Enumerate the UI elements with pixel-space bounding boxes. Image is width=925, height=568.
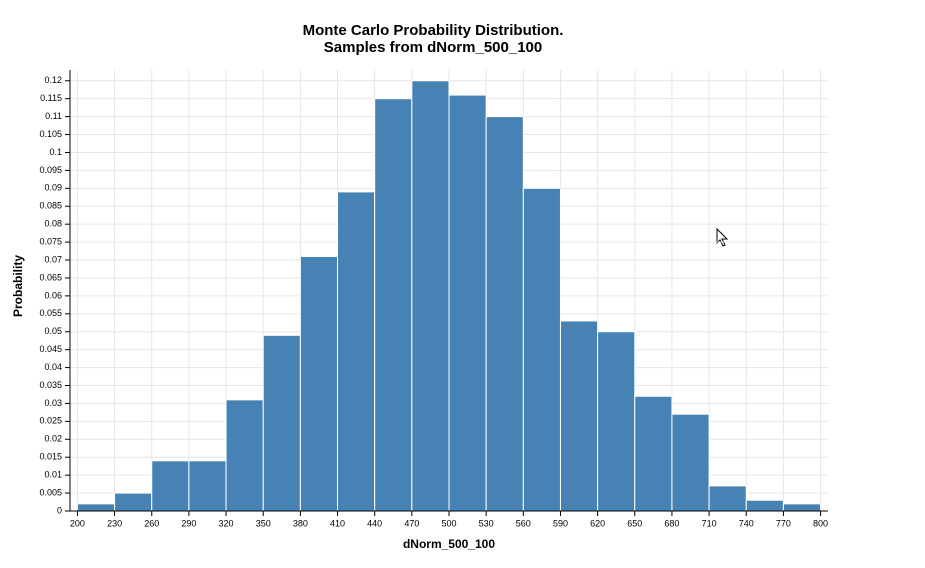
y-tick-label: 0.12 <box>44 75 62 85</box>
y-tick-label: 0.08 <box>44 219 62 229</box>
y-tick-label: 0.065 <box>39 272 62 282</box>
x-tick-label: 560 <box>516 518 531 528</box>
x-tick-label: 290 <box>181 518 196 528</box>
x-tick-label: 590 <box>553 518 568 528</box>
y-tick-label: 0.06 <box>44 290 62 300</box>
x-tick-label: 200 <box>70 518 85 528</box>
x-tick-label: 230 <box>107 518 122 528</box>
bar <box>114 492 153 512</box>
y-tick-label: 0.1 <box>49 147 62 157</box>
bar <box>671 413 710 512</box>
y-tick-label: 0.025 <box>39 416 62 426</box>
y-tick-label: 0.05 <box>44 326 62 336</box>
y-tick-label: 0.04 <box>44 362 62 372</box>
bar <box>374 98 413 512</box>
y-tick-label: 0.115 <box>40 93 62 103</box>
x-tick-label: 800 <box>813 518 828 528</box>
y-tick-label: 0.09 <box>44 183 62 193</box>
bar <box>597 331 636 512</box>
y-tick-label: 0.085 <box>39 201 62 211</box>
y-tick-label: 0.11 <box>45 111 62 121</box>
chart-title: Monte Carlo Probability Distribution. <box>303 22 564 39</box>
bar <box>448 94 487 512</box>
x-tick-label: 680 <box>664 518 679 528</box>
y-tick-label: 0.07 <box>44 254 62 264</box>
x-tick-label: 410 <box>330 518 345 528</box>
bar <box>782 503 822 512</box>
y-tick-label: 0.075 <box>39 236 62 246</box>
y-axis-label: Probability <box>11 255 25 317</box>
bar <box>188 460 227 512</box>
cursor <box>716 227 729 247</box>
x-tick-label: 710 <box>702 518 717 528</box>
x-tick-label: 770 <box>776 518 791 528</box>
y-tick-label: 0.045 <box>39 344 62 354</box>
bar <box>634 395 673 512</box>
x-tick-label: 380 <box>293 518 308 528</box>
bar <box>708 485 747 512</box>
bar <box>225 399 264 512</box>
x-tick-label: 350 <box>256 518 271 528</box>
y-tick-label: 0.035 <box>39 380 62 390</box>
bar <box>337 191 376 512</box>
y-tick-label: 0.015 <box>39 452 62 462</box>
bar <box>745 499 784 512</box>
y-tick-label: 0.005 <box>39 487 62 497</box>
bar <box>151 460 190 512</box>
bar <box>76 503 116 512</box>
x-tick-label: 500 <box>441 518 456 528</box>
bar <box>522 187 561 512</box>
x-tick-label: 260 <box>144 518 159 528</box>
x-tick-label: 530 <box>479 518 494 528</box>
y-tick-label: 0.01 <box>44 470 62 480</box>
bar <box>559 320 599 512</box>
bar <box>411 80 450 512</box>
bar <box>262 334 301 512</box>
bar <box>299 255 339 512</box>
y-tick-label: 0.055 <box>39 308 62 318</box>
x-tick-label: 740 <box>739 518 754 528</box>
x-tick-label: 620 <box>590 518 605 528</box>
chart-subtitle: Samples from dNorm_500_100 <box>324 39 542 56</box>
x-tick-label: 470 <box>404 518 419 528</box>
bar <box>485 116 524 512</box>
x-tick-label: 320 <box>219 518 234 528</box>
x-axis-label: dNorm_500_100 <box>403 537 495 551</box>
y-tick-label: 0.095 <box>39 165 62 175</box>
y-tick-label: 0 <box>57 505 62 515</box>
y-tick-label: 0.02 <box>44 434 62 444</box>
y-tick-label: 0.03 <box>44 398 62 408</box>
y-tick-label: 0.105 <box>39 129 62 139</box>
x-tick-label: 440 <box>367 518 382 528</box>
x-tick-label: 650 <box>627 518 642 528</box>
